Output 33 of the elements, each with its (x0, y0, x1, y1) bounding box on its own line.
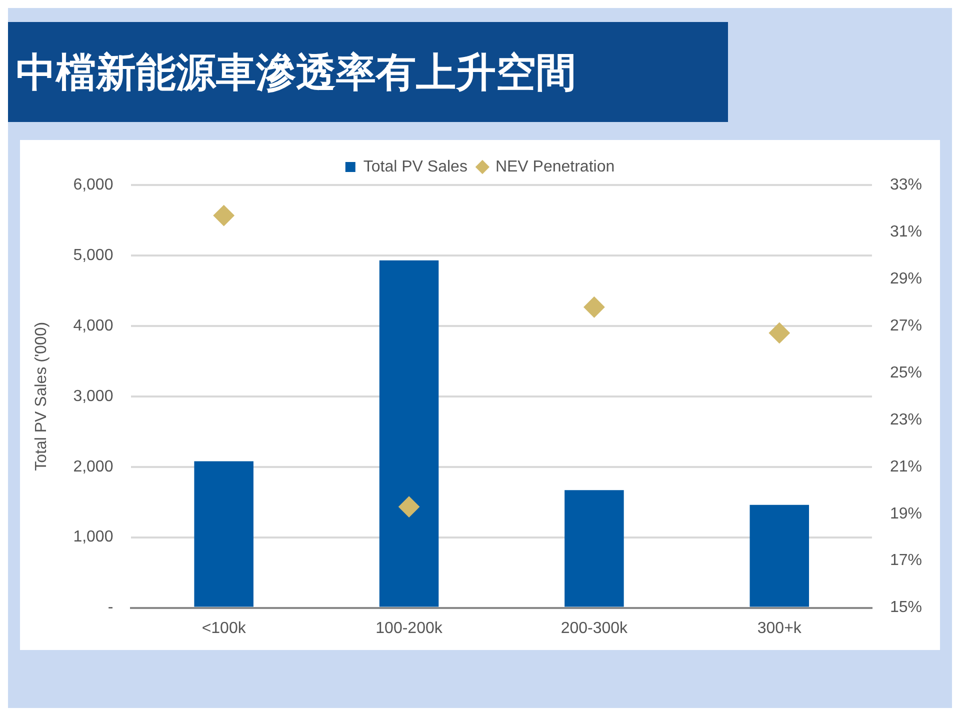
y2-tick-label: 23% (890, 411, 922, 428)
y2-tick-label: 19% (890, 505, 922, 522)
y-tick-label: 2,000 (73, 458, 114, 476)
chart-title: 中檔新能源車滲透率有上升空間 (15, 50, 576, 96)
y-tick-label: 4,000 (73, 317, 114, 334)
bar (379, 260, 439, 607)
bar (750, 504, 810, 607)
x-tick-label: 200-300k (560, 620, 629, 637)
y2-tick-label: 25% (890, 364, 922, 382)
x-tick-label: 300+k (757, 620, 802, 637)
bar (564, 490, 624, 607)
x-tick-label: <100k (202, 620, 247, 637)
x-tick-label: 100-200k (376, 620, 444, 637)
y-tick-label: 1,000 (73, 528, 114, 546)
bar (194, 461, 254, 607)
y-tick-label: 6,000 (73, 176, 114, 194)
y-tick-label: 5,000 (73, 246, 114, 264)
y2-tick-label: 29% (890, 270, 922, 288)
point (584, 296, 605, 318)
y2-tick-label: 21% (890, 458, 922, 476)
y-tick-label: 3,000 (73, 388, 114, 405)
y2-tick-label: 31% (890, 223, 922, 240)
point (213, 205, 234, 226)
y2-tick-label: 33% (890, 176, 922, 194)
y-tick-label: - (108, 599, 114, 616)
y2-tick-label: 17% (890, 552, 922, 570)
point (398, 496, 420, 518)
y2-tick-label: 27% (890, 317, 922, 334)
y-axis-title: Total PV Sales ('000) (33, 322, 50, 471)
point (768, 322, 790, 344)
legend-label: Total PV Sales (363, 158, 468, 176)
y2-tick-label: 15% (890, 599, 922, 616)
legend-label: NEV Penetration (495, 158, 615, 176)
